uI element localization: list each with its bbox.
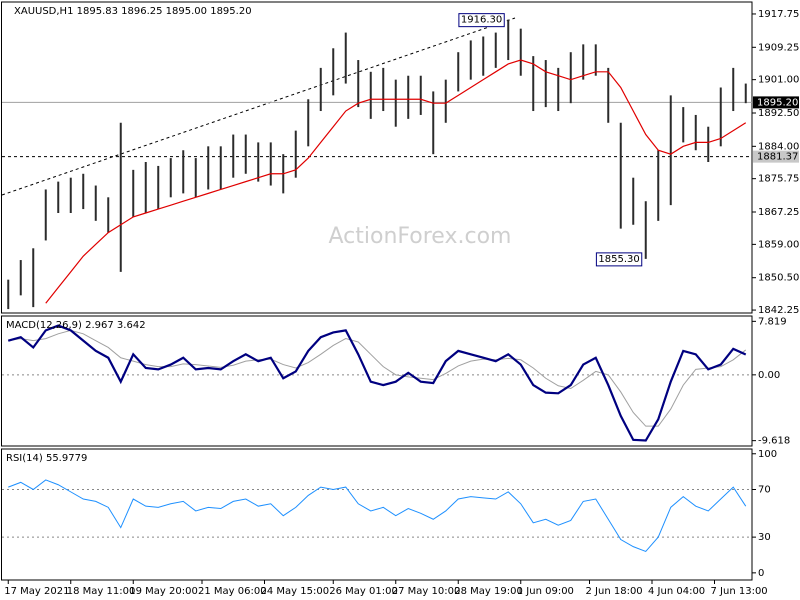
- x-tick-label: 4 Jun 04:00: [648, 586, 705, 597]
- y-tick-label: 1884.00: [758, 141, 799, 152]
- x-tick-label: 27 May 10:00: [392, 586, 461, 597]
- x-tick-label: 21 May 06:00: [198, 586, 267, 597]
- x-tick-label: 1 Jun 09:00: [517, 586, 574, 597]
- y-tick-label: 1909.25: [758, 42, 799, 53]
- macd-line: [7, 324, 747, 442]
- price-label: 1881.37: [757, 152, 798, 163]
- price-label: 1895.20: [757, 97, 798, 108]
- y-tick-label: 1850.50: [758, 273, 799, 284]
- y-tick-label: 0: [758, 568, 764, 579]
- x-tick-label: 18 May 11:00: [67, 586, 136, 597]
- y-tick-label: 1842.25: [758, 305, 799, 316]
- y-tick-label: 0.00: [758, 370, 780, 381]
- annotation: 1916.30: [461, 15, 502, 26]
- panel-title: RSI(14) 55.9779: [6, 453, 87, 464]
- y-tick-label: 70: [758, 484, 771, 495]
- panel-frame: [1, 448, 753, 581]
- y-tick-label: 1859.00: [758, 239, 799, 250]
- y-tick-label: 100: [758, 449, 777, 460]
- y-tick-label: 1892.50: [758, 108, 799, 119]
- y-tick-label: 7.819: [758, 316, 787, 327]
- watermark: ActionForex.com: [329, 224, 512, 249]
- annotation-box: [458, 13, 505, 28]
- panel-title: MACD(12,26,9) 2.967 3.642: [6, 320, 146, 331]
- annotation-box: [595, 252, 643, 267]
- x-tick-label: 26 May 01:00: [329, 586, 398, 597]
- y-tick-label: 1867.25: [758, 207, 799, 218]
- price-label-box: [753, 150, 799, 163]
- y-tick-label: 1875.75: [758, 174, 799, 185]
- x-tick-label: 28 May 19:00: [454, 586, 523, 597]
- y-tick-label: 1917.75: [758, 9, 799, 20]
- panel-frame: [1, 1, 753, 314]
- annotation: 1855.30: [598, 254, 639, 265]
- price-label-box: [753, 96, 799, 109]
- y-tick-label: 1901.00: [758, 75, 799, 86]
- rsi-line: [8, 479, 747, 553]
- x-tick-label: 17 May 2021: [4, 586, 69, 597]
- trend-line: [1, 17, 516, 196]
- y-tick-label: -9.618: [758, 436, 790, 447]
- x-tick-label: 7 Jun 13:00: [711, 586, 768, 597]
- moving-average: [45, 59, 747, 304]
- x-tick-label: 24 May 15:00: [261, 586, 330, 597]
- y-tick-label: 30: [758, 532, 771, 543]
- panel-title: XAUUSD,H1 1895.83 1896.25 1895.00 1895.2…: [14, 6, 252, 17]
- x-tick-label: 2 Jun 18:00: [586, 586, 643, 597]
- x-tick-label: 19 May 20:00: [129, 586, 198, 597]
- panel-frame: [1, 315, 753, 447]
